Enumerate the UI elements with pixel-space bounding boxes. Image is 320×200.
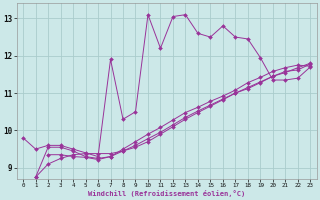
X-axis label: Windchill (Refroidissement éolien,°C): Windchill (Refroidissement éolien,°C) <box>88 190 245 197</box>
